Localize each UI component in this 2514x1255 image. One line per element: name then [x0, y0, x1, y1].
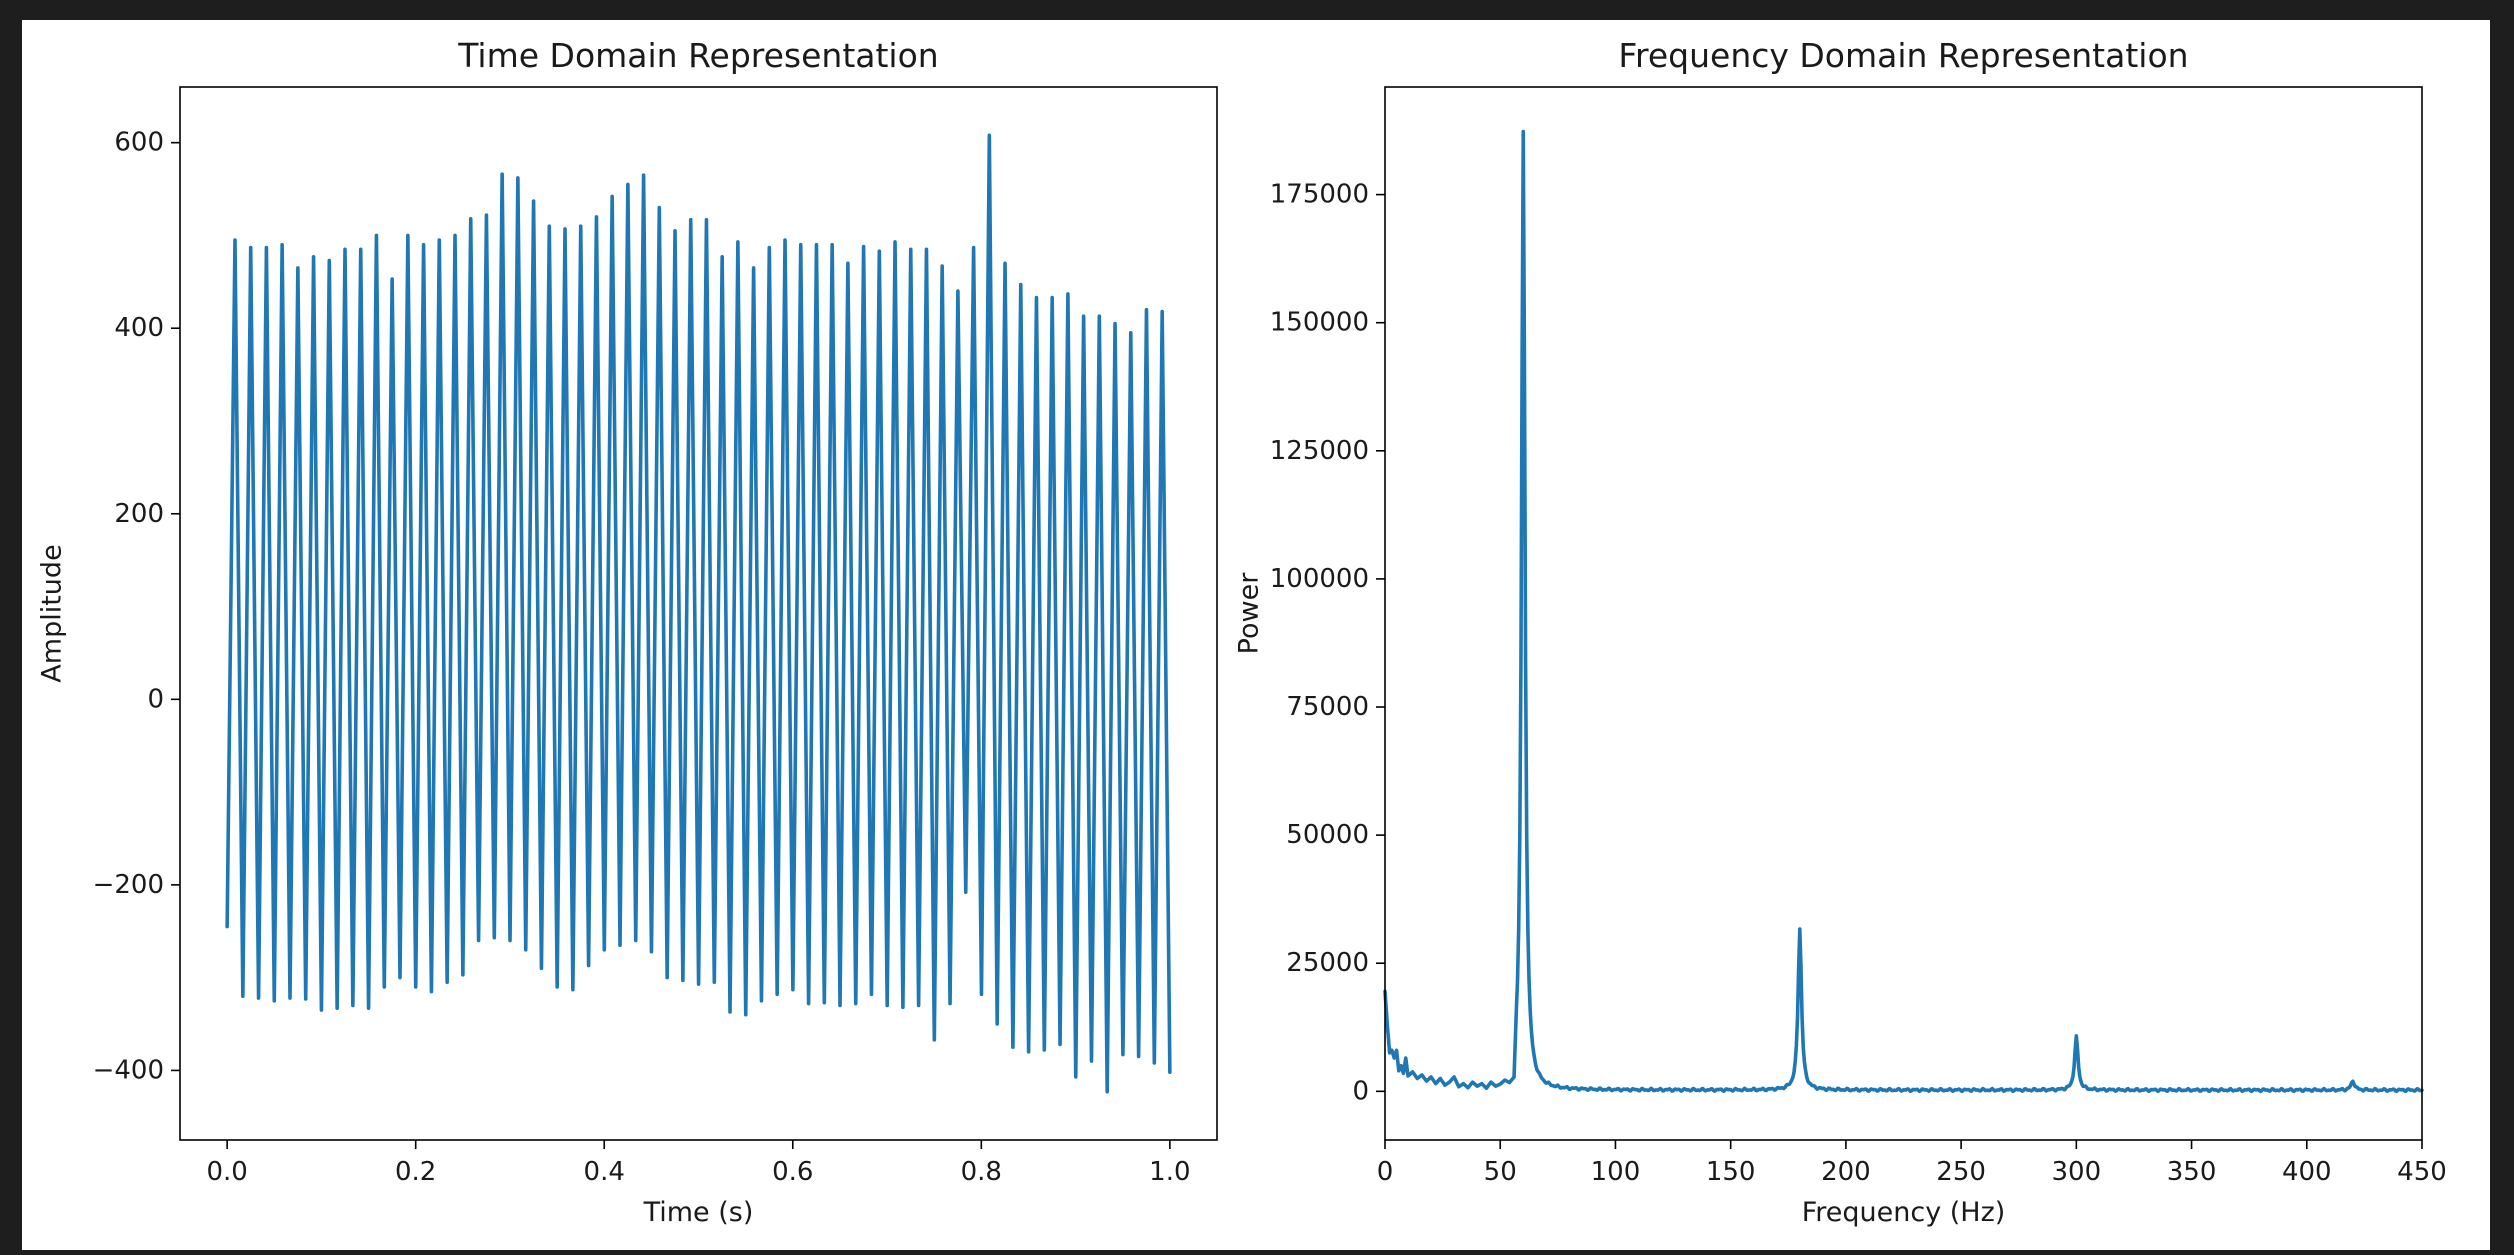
frequency-domain-spectrum-line: [1383, 129, 2424, 1094]
x-tick-label: 100: [1591, 1157, 1641, 1187]
x-tick-label: 0.2: [395, 1157, 436, 1187]
figure: Time Domain Representation Time (s) Ampl…: [22, 20, 2490, 1250]
frequency-domain-ticks: 0 50 100 150 200 250 300 350 400 450 0 25000 50000 75…: [1270, 180, 2447, 1187]
chart-figure-svg: Time Domain Representation Time (s) Ampl…: [37, 36, 2447, 1228]
y-tick-label: −200: [93, 870, 164, 900]
x-tick-label: 200: [1821, 1157, 1871, 1187]
frequency-domain-chart: Frequency Domain Representation Frequenc…: [1234, 36, 2447, 1228]
frequency-domain-title: Frequency Domain Representation: [1618, 36, 2188, 75]
x-tick-label: 0: [1377, 1157, 1394, 1187]
x-tick-label: 450: [2397, 1157, 2447, 1187]
y-tick-label: 75000: [1286, 692, 1369, 722]
y-tick-label: 100000: [1270, 564, 1369, 594]
time-domain-axes-frame: [179, 86, 1218, 1141]
x-tick-label: 0.8: [961, 1157, 1002, 1187]
y-tick-label: −400: [93, 1055, 164, 1085]
time-domain-ylabel: Amplitude: [37, 544, 68, 682]
y-tick-label: 200: [114, 499, 164, 529]
x-tick-label: 50: [1484, 1157, 1517, 1187]
x-tick-label: 0.4: [584, 1157, 625, 1187]
y-tick-label: 600: [114, 128, 164, 158]
x-tick-label: 0.6: [772, 1157, 813, 1187]
frequency-domain-axes-frame: [1384, 86, 2423, 1141]
y-tick-label: 175000: [1270, 180, 1369, 210]
x-tick-label: 400: [2282, 1157, 2332, 1187]
y-tick-label: 25000: [1286, 948, 1369, 978]
y-tick-label: 125000: [1270, 436, 1369, 466]
time-domain-ticks: 0.0 0.2 0.4 0.6 0.8 1.0 −400 −200 0 200 400 600: [93, 128, 1191, 1187]
x-tick-label: 1.0: [1149, 1157, 1190, 1187]
y-tick-label: 150000: [1270, 308, 1369, 338]
time-domain-title: Time Domain Representation: [457, 36, 938, 75]
y-tick-label: 0: [147, 684, 164, 714]
x-tick-label: 150: [1706, 1157, 1756, 1187]
time-domain-signal-line: [225, 133, 1172, 1094]
frequency-domain-xlabel: Frequency (Hz): [1802, 1197, 2006, 1228]
x-tick-label: 250: [1936, 1157, 1986, 1187]
y-tick-label: 0: [1352, 1076, 1369, 1106]
y-tick-label: 400: [114, 313, 164, 343]
time-domain-chart: Time Domain Representation Time (s) Ampl…: [37, 36, 1218, 1228]
x-tick-label: 300: [2052, 1157, 2102, 1187]
time-domain-xlabel: Time (s): [643, 1197, 754, 1228]
frequency-domain-ylabel: Power: [1234, 572, 1265, 655]
x-tick-label: 350: [2167, 1157, 2217, 1187]
x-tick-label: 0.0: [206, 1157, 247, 1187]
y-tick-label: 50000: [1286, 820, 1369, 850]
